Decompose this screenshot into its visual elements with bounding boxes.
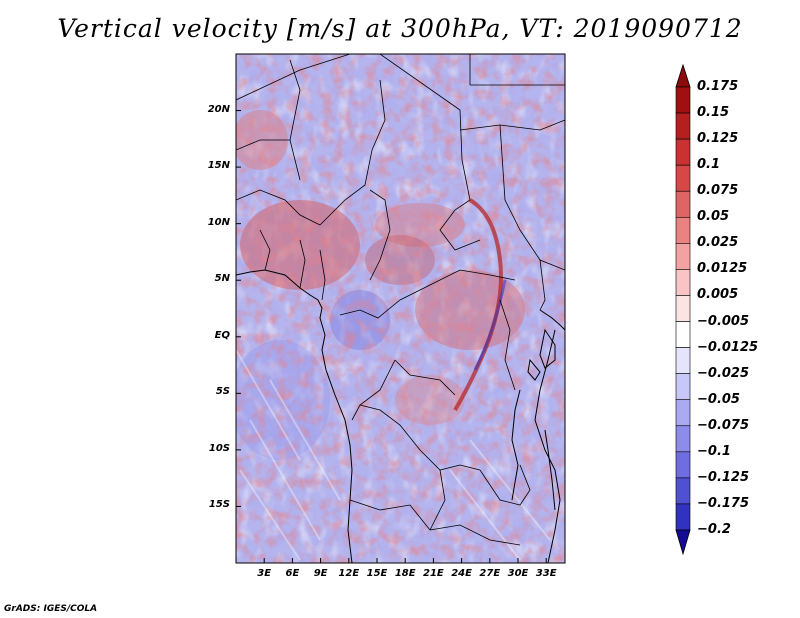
colorbar-label: −0.1 [697,443,731,459]
colorbar-label: 0.1 [697,157,721,173]
lat-tick-label: 5N [214,273,230,285]
coastlines [236,269,565,563]
lat-tick-label: 15S [208,499,230,511]
lat-tick-label: 20N [207,103,230,115]
lon-tick-label: 33E [535,568,557,579]
colorbar-label: 0.075 [697,183,739,199]
colorbar-segment [675,164,691,192]
lon-tick-label: 24E [451,568,472,579]
lon-tick-label: 21E [423,568,444,579]
chart-title: Vertical velocity [m/s] at 300hPa, VT: 2… [57,14,743,43]
colorbar-segment [675,425,691,453]
lat-tick-label: EQ [214,329,230,341]
colorbar-label: −0.075 [697,417,750,433]
colorbar-label: −0.125 [697,469,750,485]
colorbar-segment [675,451,691,479]
colorbar-segment [675,216,691,244]
lon-tick-label: 27E [479,568,501,579]
lon-tick-label: 18E [394,568,416,579]
colorbar-label: −0.2 [697,522,731,537]
lat-tick-label: 15N [207,160,230,172]
colorbar-segment [675,86,691,114]
colorbar-segment [675,321,691,348]
lon-tick-label: 3E [257,568,272,579]
colorbar-segment [675,269,691,296]
grads-credit: GrADS: IGES/COLA [4,604,98,614]
colorbar-label: 0.15 [697,105,730,121]
lat-tick-label: 10S [208,442,230,454]
colorbar-segment [675,347,691,374]
colorbar-label: −0.0125 [697,339,759,355]
colorbar-segment [675,399,691,427]
colorbar-segment [675,295,691,322]
colorbar-bottom-arrow [675,529,691,556]
colorbar-label: 0.125 [697,131,739,147]
lon-tick-label: 6E [285,568,300,579]
colorbar-segment [675,243,691,270]
lon-tick-label: 9E [313,568,328,579]
colorbar-label: 0.175 [697,79,739,94]
colorbar-label: −0.175 [697,495,750,511]
lon-tick-label: 30E [507,568,529,579]
colorbar-segment [675,477,691,505]
lat-tick-label: 10N [207,216,230,228]
colorbar-label: 0.025 [697,235,739,251]
colorbar-segment [675,190,691,218]
colorbar-label: 0.0125 [697,261,748,277]
colorbar-segment [675,373,691,401]
colorbar-segment [675,112,691,140]
velocity-field [236,54,565,563]
colorbar-label: −0.05 [697,391,740,407]
colorbar-label: −0.025 [697,365,750,381]
colorbar-segment [675,138,691,166]
borders [236,54,565,546]
colorbar-top-arrow [675,63,691,88]
lat-tick-label: 5S [215,386,230,398]
colorbar-label: −0.005 [697,313,750,329]
lon-tick-label: 15E [366,568,388,579]
colorbar-label: 0.005 [697,287,739,303]
colorbar-label: 0.05 [697,209,730,225]
colorbar-segment [675,503,691,531]
lon-tick-label: 12E [338,568,360,579]
map-frame [235,53,566,564]
